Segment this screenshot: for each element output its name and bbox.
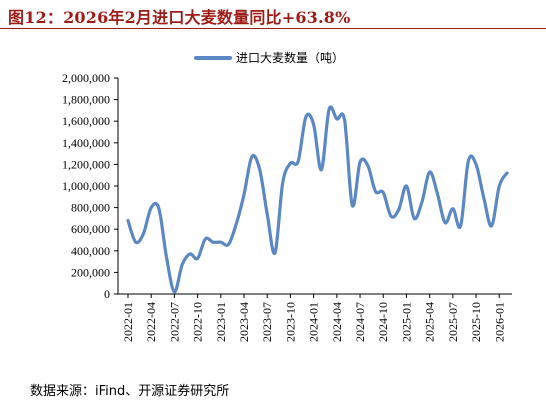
y-tick-label: 600,000 [71,222,110,236]
x-tick-label: 2024-04 [330,302,344,342]
x-tick-label: 2022-01 [121,302,135,342]
title-divider [0,28,546,29]
y-tick-label: 1,800,000 [62,93,110,107]
x-tick-label: 2024-01 [307,302,321,342]
y-tick-label: 400,000 [71,244,110,258]
x-tick-label: 2025-04 [423,302,437,342]
x-tick-label: 2023-07 [260,302,274,342]
x-tick-label: 2022-10 [191,302,205,342]
y-tick-label: 1,600,000 [62,114,110,128]
x-tick-label: 2024-10 [376,302,390,342]
legend: 进口大麦数量（吨） [194,50,344,65]
y-tick-label: 1,200,000 [62,157,110,171]
y-tick-label: 1,400,000 [62,136,110,150]
x-tick-label: 2024-07 [353,302,367,342]
y-tick-label: 200,000 [71,265,110,279]
chart-title: 图12：2026年2月进口大麦数量同比+63.8% [8,8,351,27]
x-tick-label: 2026-01 [492,302,506,342]
x-tick-label: 2023-01 [214,302,228,342]
x-tick-label: 2023-04 [237,302,251,342]
x-tick-label: 2025-10 [469,302,483,342]
x-tick-label: 2022-04 [144,302,158,342]
y-tick-label: 800,000 [71,201,110,215]
x-tick-label: 2025-01 [399,302,413,342]
x-tick-label: 2022-07 [167,302,181,342]
y-tick-label: 0 [104,287,110,301]
series-line [126,105,509,294]
y-tick-label: 1,000,000 [62,179,110,193]
x-tick-label: 2023-10 [283,302,297,342]
y-tick-label: 2,000,000 [62,71,110,85]
source-note: 数据来源：iFind、开源证券研究所 [30,384,230,399]
x-tick-label: 2025-07 [446,302,460,342]
legend-label: 进口大麦数量（吨） [236,50,344,65]
line-chart: 进口大麦数量（吨） 0 200,000 400,000 600,000 800,000 1… [62,50,512,342]
